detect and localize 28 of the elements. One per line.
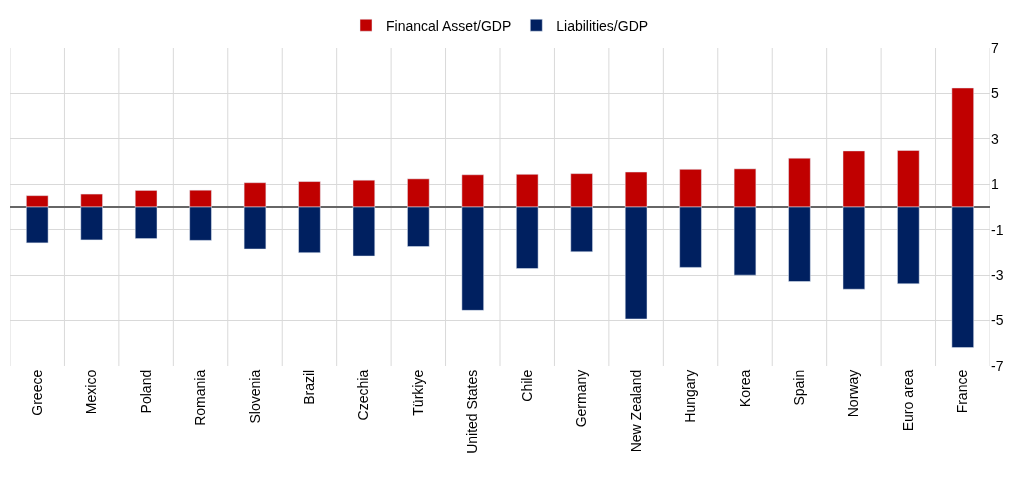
x-tick-label: Spain (790, 369, 807, 406)
legend-label: Financal Asset/GDP (386, 17, 512, 34)
x-tick-label: Germany (573, 369, 590, 428)
y-tick-label: -1 (991, 221, 1004, 238)
x-tick-label: Korea (736, 369, 753, 408)
x-tick-label: Poland (137, 369, 154, 414)
x-tick-label: New Zealand (627, 369, 644, 453)
x-tick-label: Norway (845, 369, 862, 418)
x-tick-label: Chile (518, 369, 535, 402)
y-tick-label: 7 (991, 39, 999, 56)
x-tick-label: Hungary (682, 369, 699, 423)
y-tick-label: -3 (991, 267, 1004, 284)
legend-label: Liabilities/GDP (556, 17, 649, 34)
x-tick-label: Greece (28, 369, 45, 416)
x-tick-label: United States (464, 369, 481, 454)
x-tick-label: France (954, 369, 971, 414)
y-tick-label: 5 (991, 85, 999, 102)
y-tick-label: 1 (991, 176, 999, 193)
x-tick-label: Brazil (300, 369, 317, 405)
x-tick-label: Slovenia (246, 369, 263, 424)
y-tick-label: -5 (991, 312, 1004, 329)
y-tick-label: -7 (991, 357, 1004, 374)
x-tick-label: Mexico (83, 369, 100, 415)
x-tick-label: Türkiye (409, 369, 426, 416)
x-tick-label: Euro area (899, 369, 916, 432)
y-tick-label: 3 (991, 130, 999, 147)
x-tick-label: Romania (192, 369, 209, 426)
x-tick-label: Czechia (355, 369, 372, 421)
